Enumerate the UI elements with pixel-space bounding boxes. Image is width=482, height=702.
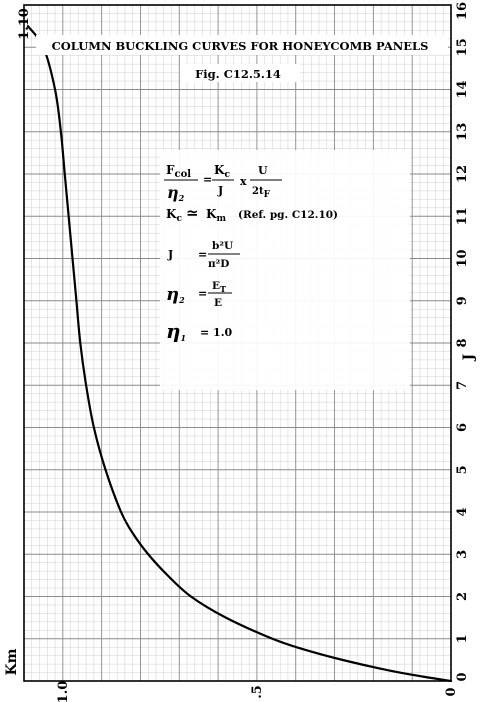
km-right-sub: m [216,214,226,224]
svg-text:Kc: Kc [166,207,182,224]
y-tick-label: 0 [444,687,459,696]
formula-fcol: Fcol η2 = Kc J x U 2tF [164,163,282,203]
x-axis-title: J [461,353,477,362]
kc-numerator-sub: c [224,170,230,180]
y-axis-title: Km [4,648,20,675]
x-tick-label: 5 [455,465,470,474]
x-tick-label: 13 [455,123,470,141]
fcol-letter: F [166,163,175,177]
formula-eta2: η2 = ET E [166,280,232,309]
annotation-backdrop [160,150,410,390]
kc-left-sub: c [176,214,182,224]
title-backdrop [36,35,448,55]
svg-text:η2: η2 [166,284,185,305]
eta1-letter: η [166,319,181,343]
x-tick-label: 3 [455,550,470,559]
eta1-value: = 1.0 [200,326,233,339]
j-left: J [167,248,173,261]
x-tick-label: 14 [455,80,470,98]
et-numerator: E [212,280,220,292]
chart-title: COLUMN BUCKLING CURVES FOR HONEYCOMB PAN… [52,39,429,53]
y-top-label: 1.10 [17,8,32,40]
eta1-sub: 1 [181,333,187,343]
x-tick-label: 8 [455,338,470,347]
fcol-sub: col [175,169,192,180]
svg-text:2tF: 2tF [252,186,271,200]
y-tick-label: 1.0 [56,681,71,702]
x-tick-label: 12 [455,165,470,183]
reference-note: (Ref. pg. C12.10) [238,209,338,221]
u-numerator: U [258,164,268,177]
x-tick-label: 6 [455,423,470,432]
x-tick-label: 16 [455,2,470,20]
y-tick-label: .5 [250,685,265,699]
subtitle-backdrop [180,64,300,82]
x-tick-label: 1 [455,634,470,643]
km-right: K [206,207,217,221]
eta2-sub-b: 2 [178,295,185,305]
x-tick-label: 0 [455,672,470,681]
tf-denominator: 2t [252,186,264,197]
j-numerator: b²U [212,240,233,252]
x-tick-label: 15 [455,38,470,56]
et-numerator-sub: T [220,284,226,294]
x-tick-label: 7 [455,381,470,390]
curve-layer [26,25,453,683]
chart-subtitle: Fig. C12.5.14 [195,67,281,81]
formula-j: J = b²U π²D [167,240,240,270]
j-denominator-2: π²D [208,258,229,270]
kc-numerator: K [214,163,225,177]
approx-sign: ≃ [186,204,199,222]
eta2-sub-a: 2 [178,193,185,203]
svg-text:Km: Km [206,207,226,224]
series-line-0 [26,25,453,683]
equals-sign-3: = [198,287,207,300]
eta2-letter-b: η [166,284,179,305]
eta2-letter-a: η [167,183,179,202]
tf-denominator-sub: F [264,190,271,200]
y-tick-labels: 0 .5 1.0 [56,681,459,702]
j-denominator: J [217,184,223,197]
svg-text:η2: η2 [167,183,185,203]
formula-eta1: η1 = 1.0 [166,319,233,343]
kc-left: K [166,207,177,221]
x-tick-label: 9 [455,296,470,305]
svg-text:Fcol: Fcol [166,163,191,180]
x-tick-label: 4 [455,507,470,516]
svg-text:η1: η1 [166,319,186,343]
formula-kc-km: Kc ≃ Km (Ref. pg. C12.10) [166,204,338,224]
times-sign: x [240,175,247,188]
e-denominator: E [214,297,222,309]
svg-text:Kc: Kc [214,163,230,180]
equals-sign-2: = [198,248,207,261]
svg-text:ET: ET [212,280,226,294]
x-tick-label: 2 [455,592,470,601]
x-tick-label: 11 [455,207,470,225]
plot-frame [23,4,452,682]
x-tick-label: 10 [455,249,470,267]
equals-sign-1: = [203,173,212,186]
